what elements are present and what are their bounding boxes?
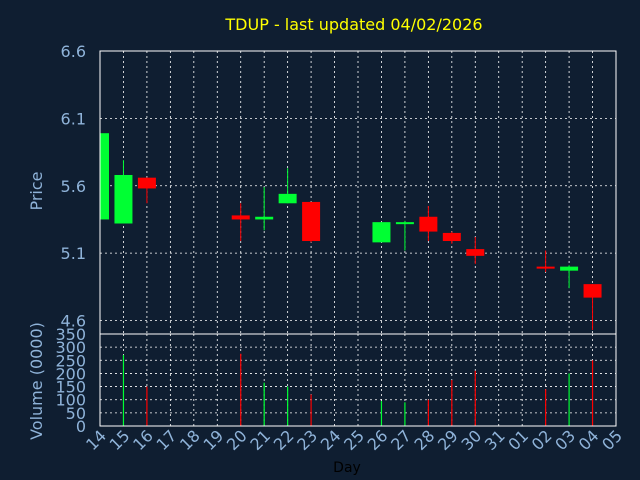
- price-tick-label: 4.6: [61, 312, 86, 331]
- candle-body: [231, 215, 250, 220]
- price-panel: 6.6 6.1 5.6 5.1 4.6: [61, 42, 617, 335]
- volume-tick-label: 150: [55, 378, 86, 397]
- chart-title: TDUP - last updated 04/02/2026: [224, 15, 482, 34]
- candle-body: [114, 174, 133, 224]
- candle-body: [100, 133, 109, 220]
- volume-frame: [99, 333, 617, 427]
- candle-body: [536, 266, 555, 269]
- candle-body: [395, 222, 414, 225]
- candle-body: [560, 266, 579, 271]
- price-tick-label: 6.6: [61, 42, 86, 61]
- volume-tick-label: 250: [55, 351, 86, 370]
- day-axis-label: Day: [333, 460, 361, 476]
- volume-tick-label: 200: [55, 364, 86, 383]
- price-tick-label: 5.1: [61, 244, 86, 263]
- x-tick-label: 05: [598, 426, 626, 454]
- candle-body: [583, 284, 602, 298]
- candle-body: [302, 201, 321, 242]
- volume-axis-label: Volume (0000): [27, 322, 46, 440]
- candle-body: [442, 232, 461, 242]
- candle-body: [419, 216, 438, 232]
- volume-tick-label: 350: [55, 325, 86, 344]
- candle-body: [372, 222, 391, 243]
- candle-body: [278, 193, 297, 204]
- price-axis-label: Price: [27, 171, 46, 210]
- candle-body: [255, 216, 274, 220]
- volume-tick-label: 0: [76, 417, 86, 436]
- price-tick-label: 6.1: [61, 109, 86, 128]
- volume-panel: 3503002502001501005001415161718192021222…: [55, 325, 626, 454]
- price-tick-label: 5.6: [61, 177, 86, 196]
- volume-tick-label: 100: [55, 391, 86, 410]
- candle-body: [137, 177, 156, 189]
- volume-tick-label: 300: [55, 338, 86, 357]
- volume-tick-label: 50: [66, 404, 86, 423]
- candle-body: [466, 249, 485, 256]
